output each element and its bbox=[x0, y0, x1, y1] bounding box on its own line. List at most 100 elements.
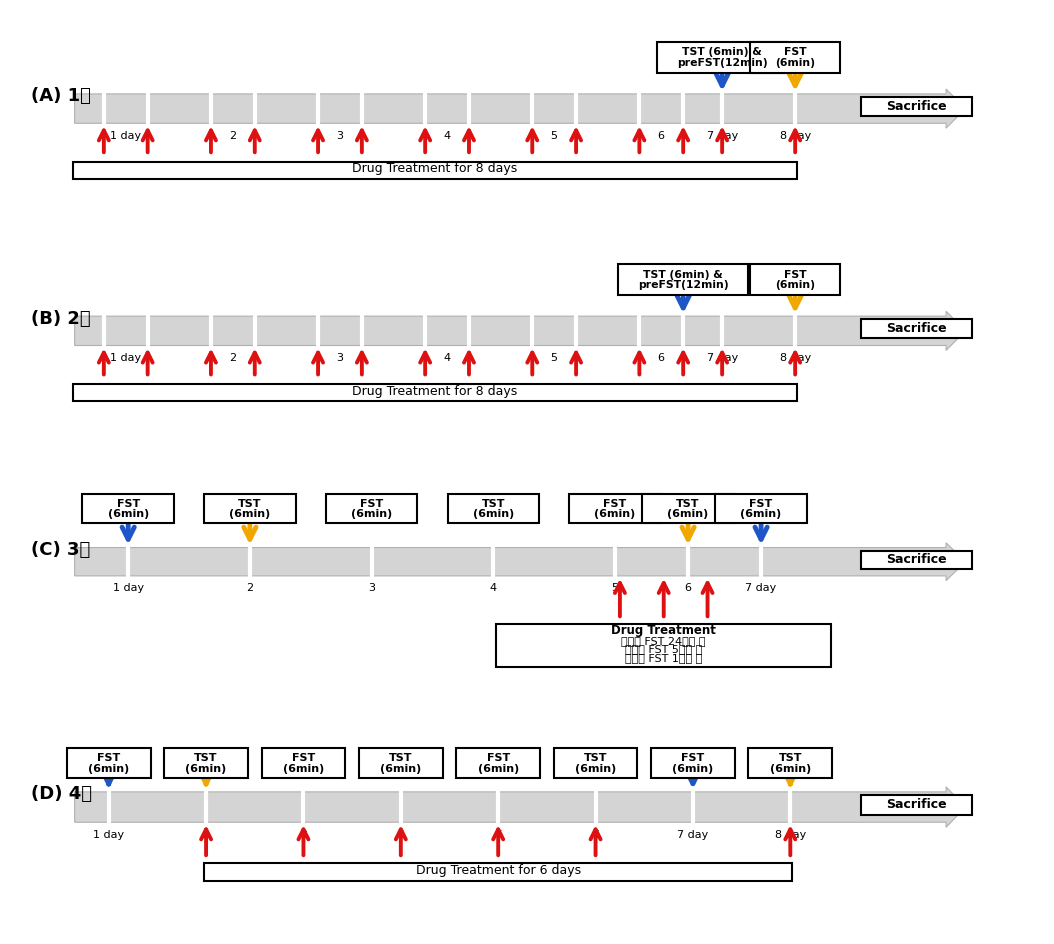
Text: TST: TST bbox=[389, 752, 412, 763]
FancyBboxPatch shape bbox=[496, 624, 832, 667]
Text: 2: 2 bbox=[229, 353, 236, 362]
Text: (6min): (6min) bbox=[477, 764, 519, 774]
Text: 6: 6 bbox=[592, 830, 599, 840]
Text: (6min): (6min) bbox=[186, 764, 227, 774]
FancyBboxPatch shape bbox=[651, 748, 735, 778]
Text: 4: 4 bbox=[443, 353, 450, 362]
Text: (6min): (6min) bbox=[108, 509, 149, 519]
FancyBboxPatch shape bbox=[261, 748, 346, 778]
Text: (6min): (6min) bbox=[380, 764, 422, 774]
FancyBboxPatch shape bbox=[861, 550, 973, 569]
FancyBboxPatch shape bbox=[716, 495, 807, 523]
Text: 1 day: 1 day bbox=[93, 830, 124, 840]
Text: 마지막 FST 1시간 전: 마지막 FST 1시간 전 bbox=[625, 653, 702, 663]
Text: FST: FST bbox=[603, 498, 627, 509]
Text: TST (6min) &: TST (6min) & bbox=[643, 270, 723, 279]
Text: Drug Treatment for 6 days: Drug Treatment for 6 days bbox=[415, 864, 581, 877]
FancyBboxPatch shape bbox=[861, 97, 973, 116]
FancyBboxPatch shape bbox=[448, 495, 539, 523]
Text: Sacrifice: Sacrifice bbox=[886, 100, 948, 113]
Text: Sacrifice: Sacrifice bbox=[886, 322, 948, 335]
Text: 5: 5 bbox=[550, 130, 558, 141]
Text: 3: 3 bbox=[300, 830, 307, 840]
Text: (6min): (6min) bbox=[282, 764, 324, 774]
Text: 7 day: 7 day bbox=[745, 583, 777, 593]
FancyBboxPatch shape bbox=[861, 319, 973, 338]
Text: FST: FST bbox=[292, 752, 315, 763]
FancyBboxPatch shape bbox=[861, 795, 973, 815]
FancyBboxPatch shape bbox=[569, 495, 661, 523]
Text: preFST(12min): preFST(12min) bbox=[677, 58, 767, 68]
Text: (D) 4차: (D) 4차 bbox=[31, 785, 92, 803]
Text: TST: TST bbox=[194, 752, 218, 763]
Text: (6min): (6min) bbox=[594, 509, 636, 519]
Text: preFST(12min): preFST(12min) bbox=[638, 280, 728, 290]
Text: 2: 2 bbox=[229, 130, 236, 141]
Text: 1 day: 1 day bbox=[113, 583, 143, 593]
Text: 8 day: 8 day bbox=[780, 353, 811, 362]
Text: (6min): (6min) bbox=[472, 509, 514, 519]
Text: Drug Treatment: Drug Treatment bbox=[611, 624, 716, 636]
Text: TST: TST bbox=[677, 498, 700, 509]
Text: (6min): (6min) bbox=[230, 509, 271, 519]
Text: 7 day: 7 day bbox=[706, 130, 738, 141]
Polygon shape bbox=[75, 89, 965, 128]
Text: 3: 3 bbox=[368, 583, 375, 593]
Text: FST: FST bbox=[784, 270, 806, 279]
FancyBboxPatch shape bbox=[204, 863, 793, 881]
Text: 4: 4 bbox=[397, 830, 405, 840]
Text: 5: 5 bbox=[494, 830, 502, 840]
Text: FST: FST bbox=[97, 752, 120, 763]
Text: FST: FST bbox=[681, 752, 704, 763]
FancyBboxPatch shape bbox=[66, 748, 151, 778]
Text: 4: 4 bbox=[490, 583, 496, 593]
FancyBboxPatch shape bbox=[618, 264, 748, 295]
Text: (6min): (6min) bbox=[769, 764, 811, 774]
FancyBboxPatch shape bbox=[164, 748, 248, 778]
Text: 마지막 FST 5시간 전: 마지막 FST 5시간 전 bbox=[625, 645, 702, 654]
Text: 6: 6 bbox=[658, 353, 664, 362]
Text: 7 day: 7 day bbox=[706, 353, 738, 362]
Text: TST: TST bbox=[584, 752, 607, 763]
Text: (6min): (6min) bbox=[775, 280, 815, 290]
Text: 8 day: 8 day bbox=[780, 130, 811, 141]
Text: Drug Treatment for 8 days: Drug Treatment for 8 days bbox=[352, 384, 518, 397]
Text: 2: 2 bbox=[202, 830, 210, 840]
FancyBboxPatch shape bbox=[82, 495, 174, 523]
Text: (6min): (6min) bbox=[89, 764, 130, 774]
Text: 6: 6 bbox=[684, 583, 691, 593]
FancyBboxPatch shape bbox=[750, 264, 840, 295]
FancyBboxPatch shape bbox=[204, 495, 296, 523]
Text: TST: TST bbox=[779, 752, 802, 763]
Text: Drug Treatment for 8 days: Drug Treatment for 8 days bbox=[352, 162, 518, 176]
Text: 1 day: 1 day bbox=[110, 353, 141, 362]
FancyBboxPatch shape bbox=[326, 495, 417, 523]
FancyBboxPatch shape bbox=[73, 384, 797, 401]
Text: 4: 4 bbox=[443, 130, 450, 141]
Text: (6min): (6min) bbox=[351, 509, 392, 519]
Text: FST: FST bbox=[784, 47, 806, 58]
Text: FST: FST bbox=[117, 498, 140, 509]
Text: TST: TST bbox=[238, 498, 261, 509]
Text: TST (6min) &: TST (6min) & bbox=[682, 47, 762, 58]
Text: 3: 3 bbox=[336, 130, 343, 141]
FancyBboxPatch shape bbox=[748, 748, 833, 778]
Text: Sacrifice: Sacrifice bbox=[886, 553, 948, 566]
Text: FST: FST bbox=[749, 498, 773, 509]
Text: (A) 1차: (A) 1차 bbox=[31, 88, 91, 106]
Polygon shape bbox=[75, 543, 965, 581]
Text: 6: 6 bbox=[658, 130, 664, 141]
FancyBboxPatch shape bbox=[73, 161, 797, 178]
FancyBboxPatch shape bbox=[359, 748, 443, 778]
FancyBboxPatch shape bbox=[456, 748, 540, 778]
Text: 5: 5 bbox=[611, 583, 619, 593]
FancyBboxPatch shape bbox=[750, 42, 840, 73]
Text: 7 day: 7 day bbox=[678, 830, 708, 840]
Text: (B) 2차: (B) 2차 bbox=[31, 310, 91, 328]
Text: 5: 5 bbox=[550, 353, 558, 362]
Text: (6min): (6min) bbox=[574, 764, 617, 774]
Text: 3: 3 bbox=[336, 353, 343, 362]
FancyBboxPatch shape bbox=[657, 42, 787, 73]
Text: (6min): (6min) bbox=[775, 58, 815, 68]
Text: 마지막 FST 24시간 전: 마지막 FST 24시간 전 bbox=[622, 636, 706, 646]
